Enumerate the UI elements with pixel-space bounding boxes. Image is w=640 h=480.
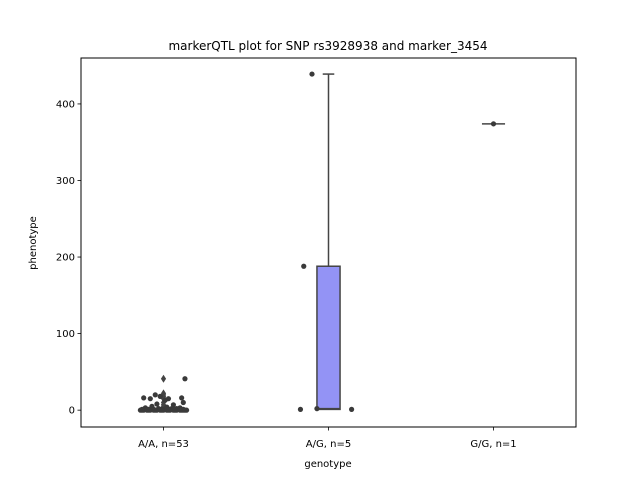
strip-point — [154, 401, 160, 407]
y-tick-label: 100 — [56, 329, 75, 340]
x-tick-label: G/G, n=1 — [470, 439, 516, 450]
strip-point — [182, 376, 188, 382]
y-tick-label: 300 — [56, 176, 75, 187]
strip-point — [349, 406, 355, 412]
box-iqr — [316, 265, 341, 411]
strip-point — [152, 407, 158, 413]
y-axis-label: phenotype — [28, 216, 39, 270]
strip-point — [162, 397, 168, 403]
strip-point — [141, 395, 147, 401]
chart-title: markerQTL plot for SNP rs3928938 and mar… — [168, 39, 487, 53]
strip-point — [180, 399, 186, 406]
y-tick-label: 400 — [56, 99, 75, 110]
y-tick-label: 0 — [69, 406, 75, 417]
strip-point — [147, 396, 153, 402]
x-tick-label: A/G, n=5 — [306, 439, 351, 450]
y-tick-label: 200 — [56, 253, 75, 264]
strip-point — [165, 407, 172, 413]
strip-point — [314, 406, 320, 412]
strip-point — [490, 121, 497, 127]
box-flier — [160, 374, 167, 383]
strip-point — [301, 263, 307, 269]
strip-point — [139, 407, 145, 413]
x-tick-label: A/A, n=53 — [138, 439, 189, 450]
plot-marks — [137, 71, 506, 413]
strip-point — [182, 407, 188, 413]
x-axis-label: genotype — [304, 459, 351, 470]
strip-point — [297, 406, 304, 412]
x-axis: A/A, n=53 A/G, n=5 G/G, n=1 — [138, 427, 517, 450]
strip-point — [172, 407, 178, 413]
strip-point — [309, 71, 315, 77]
strip-point — [179, 395, 185, 401]
strip-point — [157, 393, 163, 399]
strip-point — [152, 392, 158, 398]
y-axis: 0 100 200 300 400 — [56, 99, 81, 417]
strip-point — [159, 407, 165, 413]
strip-point — [146, 407, 152, 413]
